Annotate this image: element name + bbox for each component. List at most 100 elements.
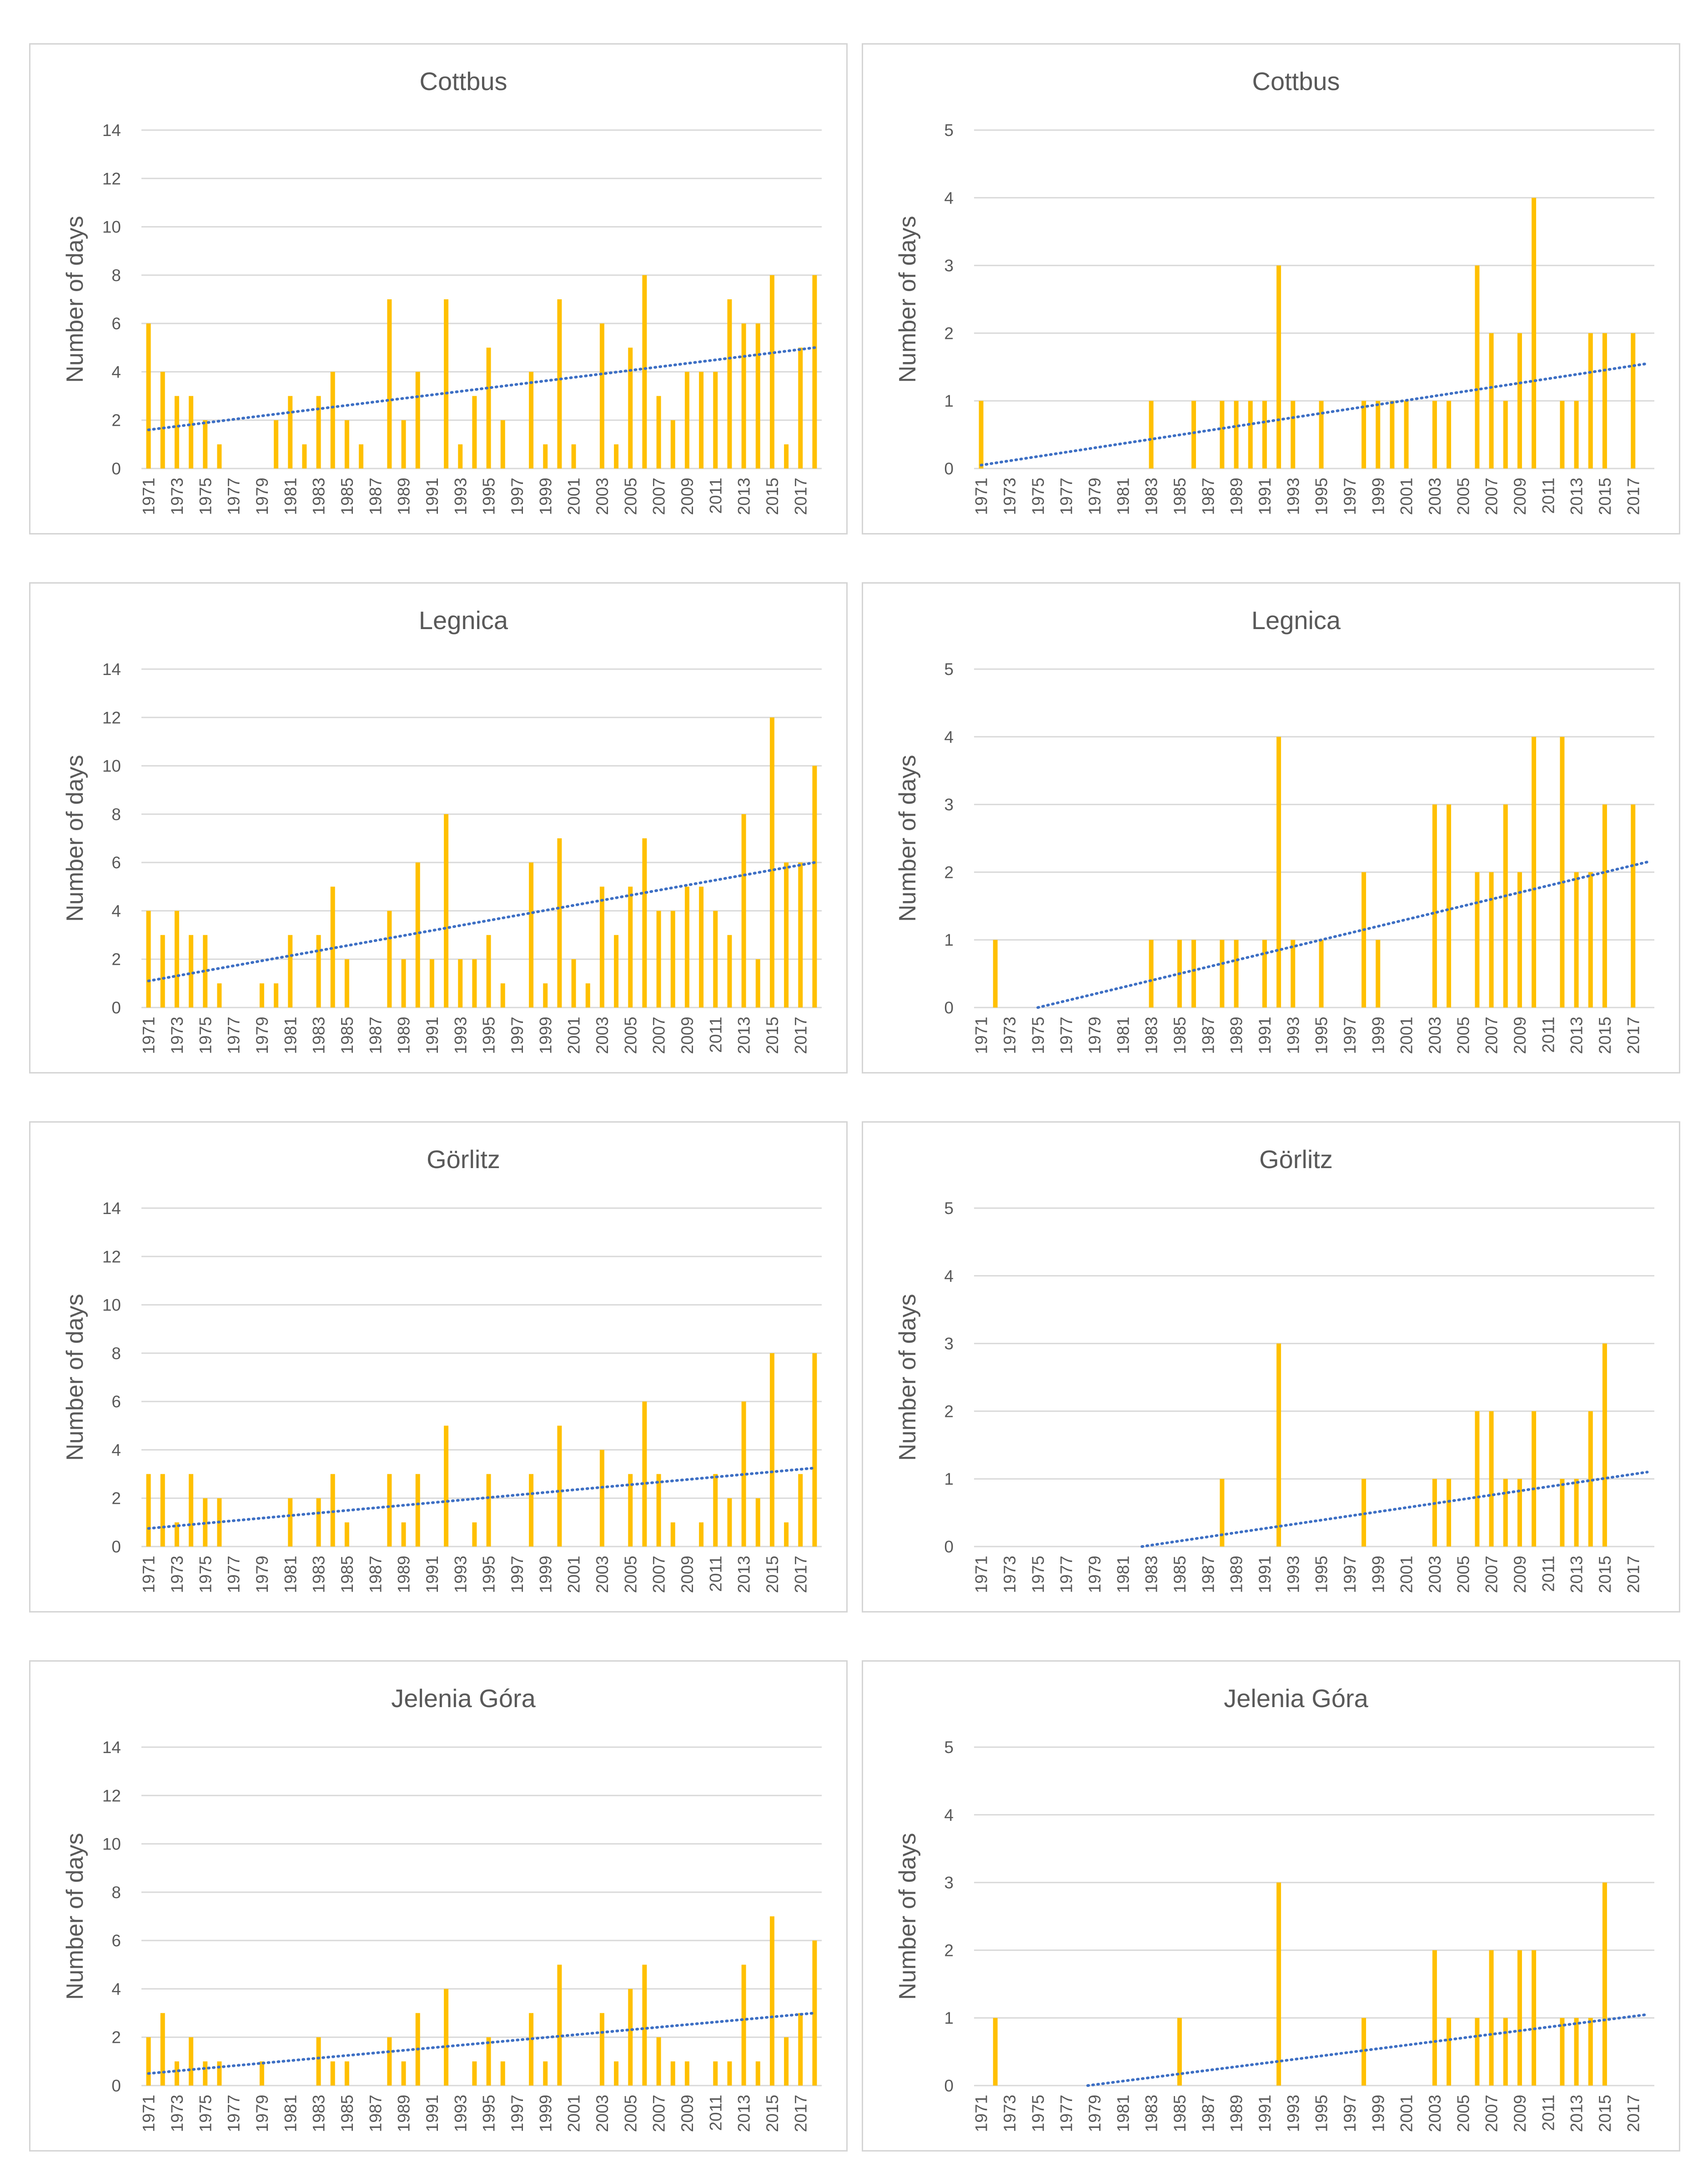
- bar: [642, 275, 647, 469]
- bar: [741, 1401, 746, 1547]
- x-tick-label: 1987: [366, 2095, 385, 2132]
- trend-line: [980, 362, 1649, 467]
- x-tick-label: 1977: [1057, 2095, 1076, 2132]
- y-tick-label: 5: [944, 1199, 954, 1218]
- chart-title: Görlitz: [1259, 1145, 1333, 1174]
- x-tick-label: 1993: [451, 478, 470, 515]
- y-tick-label: 3: [944, 1874, 954, 1892]
- bar: [741, 323, 746, 469]
- trend-line: [147, 346, 816, 431]
- x-tick-label: 2011: [706, 1017, 725, 1053]
- x-tick-label: 1979: [253, 1556, 271, 1593]
- bar: [1574, 2018, 1579, 2086]
- bar: [330, 887, 335, 1008]
- x-tick-label: 1991: [423, 1556, 442, 1593]
- x-tick-label: 2003: [1426, 1556, 1444, 1593]
- bar: [727, 935, 732, 1008]
- bar: [1432, 804, 1437, 1008]
- bar: [1503, 1479, 1508, 1547]
- bar: [146, 2037, 151, 2086]
- x-tick-label: 2003: [1426, 2095, 1444, 2132]
- bar: [344, 2061, 349, 2086]
- chart-panel-gorlitz-right: Görlitz Number of days 0 1 2 3 4 5 1971 1973 1975 1…: [862, 1121, 1680, 1613]
- bar: [1574, 401, 1579, 469]
- x-tick-label: 1975: [1029, 1556, 1047, 1593]
- bar: [1220, 401, 1225, 469]
- x-tick-label: 1993: [1284, 1017, 1302, 1054]
- x-tick-label: 1985: [338, 1556, 357, 1593]
- bar: [769, 1353, 774, 1547]
- x-tick-label: 1975: [1029, 478, 1047, 515]
- bar: [1532, 197, 1537, 469]
- x-tick-label: 2003: [593, 1556, 612, 1593]
- x-tick-label: 2013: [1567, 1556, 1586, 1593]
- y-tick-label: 1: [944, 1470, 954, 1488]
- bar: [1319, 940, 1324, 1008]
- bar: [599, 323, 604, 469]
- x-tick-label: 1979: [1085, 2095, 1104, 2132]
- bar: [1560, 736, 1565, 1008]
- x-tick-label: 2007: [650, 1556, 668, 1593]
- x-tick-label: 2015: [1596, 1017, 1614, 1054]
- x-tick-label: 1997: [508, 1556, 527, 1593]
- bar: [174, 1522, 179, 1547]
- bar: [1276, 265, 1281, 469]
- bar: [1588, 872, 1593, 1008]
- bar: [1319, 401, 1324, 469]
- y-tick-label: 10: [102, 1835, 121, 1854]
- trend-line: [1036, 861, 1649, 1009]
- x-tick-label: 1993: [451, 1017, 470, 1054]
- chart-title: Legnica: [1251, 606, 1341, 635]
- x-tick-label: 1995: [480, 2095, 498, 2132]
- x-tick-label: 1999: [1369, 1017, 1387, 1054]
- bar: [160, 935, 165, 1008]
- bar: [259, 2061, 264, 2086]
- x-tick-label: 2011: [1539, 1556, 1557, 1592]
- bar: [993, 940, 998, 1008]
- chart-title: Cottbus: [1252, 67, 1340, 96]
- y-tick-label: 0: [944, 459, 954, 478]
- x-tick-label: 1989: [1227, 478, 1246, 515]
- x-tick-label: 1973: [168, 2095, 186, 2132]
- x-tick-label: 2001: [1397, 2095, 1416, 2132]
- x-tick-label: 2013: [735, 1556, 754, 1593]
- x-tick-label: 1971: [140, 1017, 158, 1054]
- x-tick-label: 2013: [735, 478, 754, 515]
- bar: [557, 838, 562, 1008]
- x-tick-label: 1983: [310, 1556, 328, 1593]
- x-tick-label: 2005: [621, 1017, 640, 1054]
- x-tick-label: 1985: [1170, 478, 1189, 515]
- x-tick-label: 1987: [366, 1017, 385, 1054]
- bar: [1517, 1479, 1522, 1547]
- y-tick-label: 12: [102, 1786, 121, 1805]
- y-tick-label: 6: [111, 314, 121, 333]
- bar: [1532, 1950, 1537, 2086]
- x-tick-label: 2015: [763, 1556, 782, 1593]
- x-tick-label: 1997: [1341, 1017, 1359, 1054]
- x-tick-label: 1987: [1199, 2095, 1217, 2132]
- x-tick-label: 1975: [196, 478, 215, 515]
- x-tick-label: 1979: [1085, 1556, 1104, 1593]
- bar: [1220, 940, 1225, 1008]
- bar: [713, 2061, 718, 2086]
- x-tick-label: 1981: [1114, 478, 1132, 515]
- bar: [174, 2061, 179, 2086]
- bar: [1588, 1411, 1593, 1547]
- chart-panel-legnica-left: Legnica Number of days 0 2 4 6 8 10 12 14 1971 1973…: [29, 582, 848, 1073]
- y-tick-label: 8: [111, 1883, 121, 1902]
- y-tick-label: 14: [102, 660, 121, 679]
- x-tick-label: 1999: [536, 1556, 555, 1593]
- bar: [699, 1522, 704, 1547]
- bar: [500, 2061, 505, 2086]
- bar: [599, 1450, 604, 1547]
- bar: [1390, 401, 1395, 469]
- bar: [458, 444, 463, 469]
- chart-title: Jelenia Góra: [391, 1684, 536, 1713]
- chart-panel-cottbus-right: Cottbus Number of days 0 1 2 3 4 5 1971 1973 1975 1…: [862, 43, 1680, 534]
- x-tick-label: 2001: [1397, 1017, 1416, 1054]
- bar: [1191, 401, 1196, 469]
- x-tick-label: 1993: [451, 2095, 470, 2132]
- bar: [1475, 1411, 1480, 1547]
- bar: [415, 372, 420, 469]
- bar: [1447, 2018, 1452, 2086]
